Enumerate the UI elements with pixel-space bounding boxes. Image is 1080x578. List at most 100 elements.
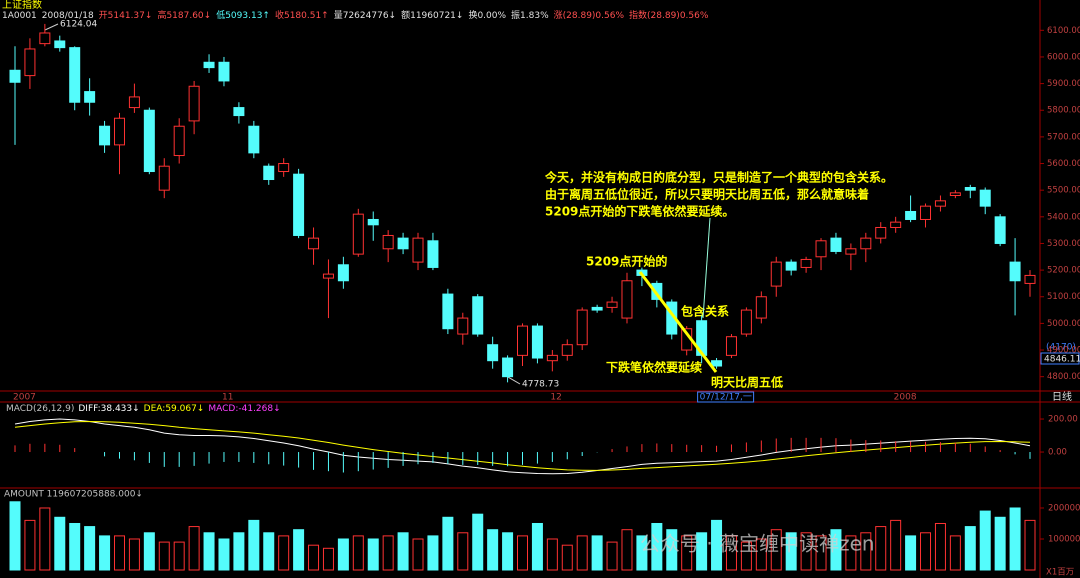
volume-bar xyxy=(696,532,708,571)
candle-body xyxy=(770,261,782,287)
volume-bar xyxy=(905,535,917,571)
annotation: 包含关系 xyxy=(680,304,729,319)
volume-bar xyxy=(54,516,66,571)
volume-bar xyxy=(218,538,230,571)
header-item: 高5187.60↓ xyxy=(157,9,211,21)
volume-bar xyxy=(248,519,260,571)
candle-body xyxy=(785,261,797,271)
candle-body xyxy=(337,264,349,282)
y-tick-label: 6100.00 xyxy=(1047,26,1080,36)
volume-bar xyxy=(740,541,752,571)
x-tick-label: 11 xyxy=(222,393,233,403)
volume-bar xyxy=(143,532,155,571)
candle-body xyxy=(1024,274,1036,284)
volume-bar xyxy=(397,532,409,571)
volume-bar xyxy=(546,538,558,571)
volume-bar xyxy=(979,510,991,571)
candle-body xyxy=(591,306,603,311)
header-item: 低5093.13↑ xyxy=(216,9,270,21)
volume-bar xyxy=(412,538,424,571)
volume-bar xyxy=(367,538,379,571)
x-tick-label: 12 xyxy=(550,393,561,403)
y-tick-label: 5500.00 xyxy=(1047,186,1080,196)
header-item: 额11960721↓ xyxy=(401,9,463,21)
candle-body xyxy=(502,357,514,378)
candle-body xyxy=(173,125,185,157)
candle-body xyxy=(352,213,364,255)
low-label: 4778.73 xyxy=(522,380,559,390)
volume-bar xyxy=(322,547,334,571)
candle-body xyxy=(711,360,723,367)
candle-body xyxy=(367,218,379,226)
candle-body xyxy=(427,240,439,268)
volume-bar xyxy=(711,519,723,571)
volume-bar xyxy=(890,519,902,571)
candle-body xyxy=(964,187,976,191)
legend-item: MACD:-41.268↓ xyxy=(208,404,280,414)
candle-body xyxy=(203,61,215,69)
annotation: 由于离周五低位很近，所以只要明天比周五低，那么就意味着 xyxy=(545,187,869,202)
candle-body xyxy=(755,296,767,319)
candle-body xyxy=(9,69,21,83)
volume-bar xyxy=(785,532,797,571)
volume-bar xyxy=(934,522,946,571)
volume-bar xyxy=(517,535,528,571)
candle-body xyxy=(949,192,961,197)
volume-bar xyxy=(830,529,842,571)
header-item: 开5141.37↓ xyxy=(99,10,153,21)
annotation: 下跌笔依然要延续 xyxy=(606,360,702,375)
candle-body xyxy=(934,200,946,207)
candle-body xyxy=(128,96,140,109)
volume-bar xyxy=(188,526,200,571)
volume-bar xyxy=(472,513,484,571)
volume-bar xyxy=(725,535,737,571)
candle-body xyxy=(382,234,394,250)
volume-bar xyxy=(128,538,140,571)
volume-bar xyxy=(621,529,633,571)
volume-bar xyxy=(949,535,961,571)
y-tick-label: 0.00 xyxy=(1048,448,1067,458)
volume-bar xyxy=(994,516,1006,571)
candle-body xyxy=(875,226,887,239)
low-pointer xyxy=(507,376,521,385)
volume-bar xyxy=(1009,507,1021,571)
x-tick-label: 07/12/17,一 xyxy=(700,393,752,403)
y-tick-label: 5100.00 xyxy=(1047,292,1080,302)
x-tick-label: 2007 xyxy=(13,393,36,403)
amount-legend: AMOUNT 119607205888.000↓ xyxy=(4,490,143,500)
candle-body xyxy=(412,237,424,263)
candle-body xyxy=(830,237,842,252)
volume-bar xyxy=(875,526,887,571)
candle-body xyxy=(651,282,663,300)
candle-body xyxy=(188,85,200,122)
candle-body xyxy=(472,296,484,335)
high-pointer xyxy=(44,23,59,31)
candle-body xyxy=(248,125,260,154)
candle-body xyxy=(84,91,96,103)
annotation: 5209点开始的下跌笔依然要延续。 xyxy=(545,204,734,219)
volume-bar xyxy=(113,535,125,571)
volume-bar xyxy=(263,532,275,571)
candle-body xyxy=(397,237,409,250)
volume-bar xyxy=(24,519,36,571)
pointer-line xyxy=(702,217,711,319)
header-item: 指数(28.89)0.56% xyxy=(629,9,709,21)
candle-body xyxy=(457,317,469,335)
candle-body xyxy=(531,325,543,359)
candle-body xyxy=(815,240,827,258)
header-item: 量72624776↓ xyxy=(334,10,396,21)
y-tick-label: 4900.00 xyxy=(1047,346,1080,356)
volume-bar xyxy=(457,532,469,571)
candle-body xyxy=(322,273,334,279)
legend-item: DEA:59.067↓ xyxy=(144,404,205,414)
header-item: 振1.83% xyxy=(511,9,549,21)
volume-bar xyxy=(69,522,81,571)
volume-bar xyxy=(158,541,170,571)
y-tick-label: 5400.00 xyxy=(1047,212,1080,222)
candle-body xyxy=(845,248,857,255)
legend-item: DIFF:38.433↓ xyxy=(78,404,139,414)
watermark: 公众号 · 薇宝缠中读禅zen xyxy=(640,532,875,556)
candle-body xyxy=(905,210,917,220)
